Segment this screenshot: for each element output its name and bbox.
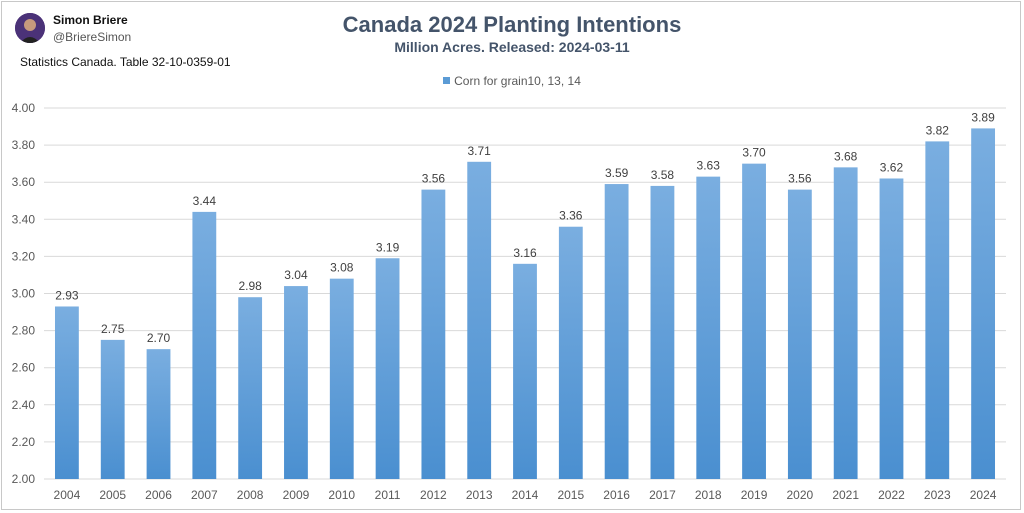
x-tick-label: 2010 [328,488,355,502]
y-tick-label: 2.80 [12,324,36,338]
y-tick-label: 2.00 [12,472,36,486]
y-tick-label: 2.60 [12,361,36,375]
data-label: 3.08 [330,261,354,275]
data-label: 3.63 [697,159,721,173]
bar [742,163,766,479]
x-tick-label: 2014 [512,488,539,502]
bar [100,339,125,479]
data-label: 3.62 [880,160,904,174]
source-note: Statistics Canada. Table 32-10-0359-01 [20,55,231,69]
data-label: 3.68 [834,149,858,163]
x-tick-label: 2023 [924,488,951,502]
x-tick-label: 2018 [695,488,722,502]
data-label: 2.70 [147,331,171,345]
data-label: 3.56 [422,172,446,186]
data-label: 2.98 [238,279,262,293]
bar [375,258,400,479]
y-tick-label: 3.80 [12,138,36,152]
x-tick-label: 2008 [237,488,264,502]
bar [421,189,446,479]
bar [650,185,675,479]
x-tick-label: 2015 [557,488,584,502]
x-tick-label: 2020 [787,488,814,502]
avatar [15,13,45,43]
data-label: 3.19 [376,240,400,254]
bar [971,128,996,479]
bar [146,349,171,479]
bar [833,167,858,480]
bar [238,297,263,479]
bar [558,226,583,479]
data-label: 3.71 [468,144,492,158]
y-tick-label: 3.00 [12,287,36,301]
x-tick-label: 2012 [420,488,447,502]
chart-title: Canada 2024 Planting Intentions [342,12,682,37]
data-label: 3.59 [605,166,629,180]
x-tick-label: 2006 [145,488,172,502]
y-tick-label: 3.40 [12,212,36,226]
bar [54,306,79,479]
x-tick-label: 2009 [283,488,310,502]
bar [696,176,721,479]
bar [787,189,812,479]
chart-subtitle: Million Acres. Released: 2024-03-11 [394,39,630,55]
author-name: Simon Briere [53,13,128,27]
avatar-image [15,13,45,43]
y-tick-label: 2.40 [12,398,36,412]
x-tick-label: 2005 [99,488,126,502]
x-tick-label: 2021 [832,488,859,502]
data-label: 3.89 [971,110,995,124]
data-label: 3.16 [513,246,537,260]
y-tick-label: 3.20 [12,249,36,263]
y-tick-label: 4.00 [12,101,36,115]
data-label: 2.75 [101,322,125,336]
author-handle: @BriereSimon [53,30,132,44]
legend-swatch [443,77,451,84]
y-tick-label: 3.60 [12,175,36,189]
x-tick-label: 2004 [54,488,81,502]
x-tick-label: 2022 [878,488,905,502]
data-label: 3.82 [926,123,950,137]
data-label: 2.93 [55,288,79,302]
x-tick-label: 2013 [466,488,493,502]
bar [284,286,308,479]
legend-label: Corn for grain10, 13, 14 [454,74,581,88]
x-tick-label: 2024 [970,488,997,502]
data-label: 3.44 [193,194,217,208]
bar [925,141,950,479]
x-tick-label: 2016 [603,488,630,502]
y-tick-label: 2.20 [12,435,36,449]
bar [467,161,492,480]
bar [192,211,217,479]
x-tick-label: 2017 [649,488,676,502]
data-label: 3.36 [559,209,583,223]
x-tick-label: 2007 [191,488,218,502]
bar [329,278,354,479]
bar [879,178,904,480]
bar [604,184,629,479]
legend: Corn for grain10, 13, 14 [0,74,1024,88]
data-label: 3.70 [742,146,766,160]
data-label: 3.04 [284,268,308,282]
data-label: 3.58 [651,168,675,182]
x-tick-label: 2011 [375,488,401,502]
data-label: 3.56 [788,172,812,186]
x-tick-label: 2019 [741,488,768,502]
bar [513,263,537,479]
